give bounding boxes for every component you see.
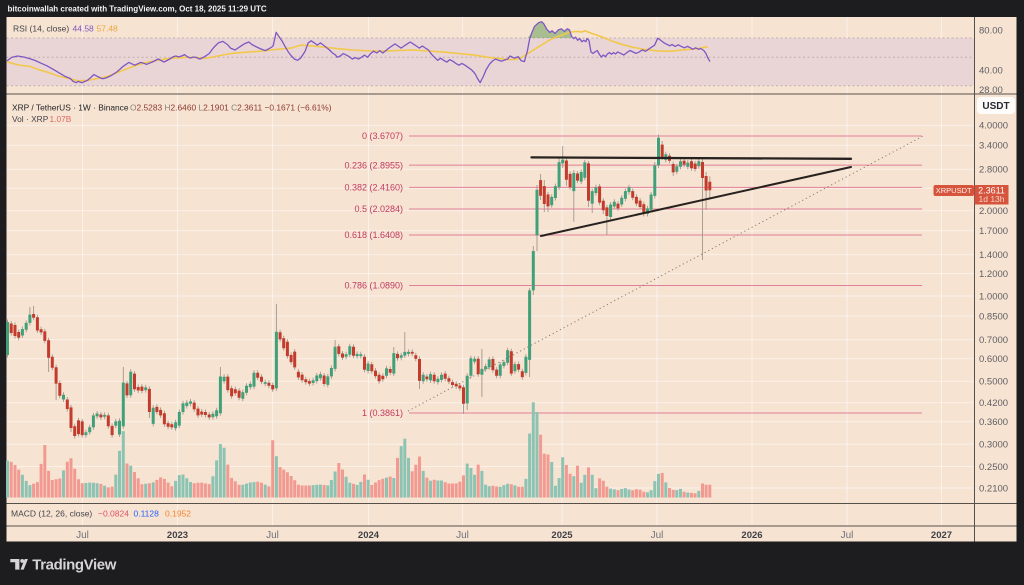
svg-text:1.2000: 1.2000 — [979, 269, 1008, 280]
svg-text:Jul: Jul — [266, 530, 279, 541]
svg-text:0.3000: 0.3000 — [979, 439, 1008, 450]
svg-text:0 (3.6707): 0 (3.6707) — [362, 131, 403, 141]
svg-text:bitcoinwallah created with Tra: bitcoinwallah created with TradingView.c… — [8, 4, 267, 13]
svg-text:0.382 (2.4160): 0.382 (2.4160) — [344, 183, 403, 193]
svg-text:2025: 2025 — [551, 530, 573, 541]
svg-text:2.8000: 2.8000 — [979, 165, 1008, 176]
svg-text:0.6000: 0.6000 — [979, 354, 1008, 365]
svg-text:Jul: Jul — [456, 530, 469, 541]
svg-text:0.618 (1.6408): 0.618 (1.6408) — [344, 230, 403, 240]
svg-text:0.7000: 0.7000 — [979, 335, 1008, 346]
svg-text:4.0000: 4.0000 — [979, 121, 1008, 132]
svg-text:O2.5283 H2.6460 L2.1901 C2.: O2.5283 H2.6460 L2.1901 C2.3611 −0.1671 … — [130, 103, 332, 113]
svg-text:0.4200: 0.4200 — [979, 398, 1008, 409]
svg-text:0.1952: 0.1952 — [165, 509, 191, 519]
svg-text:1 (0.3861): 1 (0.3861) — [362, 408, 403, 418]
svg-text:1.4000: 1.4000 — [979, 250, 1008, 261]
svg-text:MACD (12, 26, close): MACD (12, 26, close) — [11, 509, 92, 519]
svg-text:Jul: Jul — [76, 530, 89, 541]
svg-text:0.236 (2.8955): 0.236 (2.8955) — [344, 160, 403, 170]
svg-text:2.3611: 2.3611 — [978, 185, 1005, 195]
svg-text:2026: 2026 — [741, 530, 762, 541]
svg-text:3.4000: 3.4000 — [979, 141, 1008, 152]
svg-text:1.07B: 1.07B — [50, 114, 72, 124]
svg-text:Jul: Jul — [651, 530, 664, 541]
svg-text:0.1128: 0.1128 — [134, 509, 160, 519]
svg-text:XRPUSDT: XRPUSDT — [936, 186, 972, 195]
svg-text:0.2100: 0.2100 — [979, 483, 1008, 494]
svg-text:0.786 (1.0890): 0.786 (1.0890) — [344, 281, 403, 291]
svg-text:XRP / TetherUS · 1W · Binance: XRP / TetherUS · 1W · Binance — [12, 103, 129, 113]
svg-text:57.48: 57.48 — [97, 24, 119, 34]
svg-text:2023: 2023 — [167, 530, 188, 541]
svg-text:USDT: USDT — [982, 101, 1009, 112]
svg-text:RSI (14, close): RSI (14, close) — [13, 24, 69, 34]
svg-text:0.3600: 0.3600 — [979, 417, 1008, 428]
svg-text:TradingView: TradingView — [32, 557, 116, 574]
svg-text:28.00: 28.00 — [979, 85, 1003, 96]
svg-text:1d 13h: 1d 13h — [979, 194, 1005, 204]
svg-text:−0.0824: −0.0824 — [98, 509, 129, 519]
svg-text:2.0000: 2.0000 — [979, 206, 1008, 217]
svg-text:0.2500: 0.2500 — [979, 462, 1008, 473]
svg-text:Vol · XRP: Vol · XRP — [12, 114, 49, 124]
svg-text:40.00: 40.00 — [979, 66, 1003, 77]
svg-text:Jul: Jul — [841, 530, 854, 541]
svg-text:0.5 (2.0284): 0.5 (2.0284) — [354, 204, 403, 214]
svg-text:0.5000: 0.5000 — [979, 377, 1008, 388]
svg-text:2024: 2024 — [358, 530, 380, 541]
svg-text:44.58: 44.58 — [73, 24, 95, 34]
svg-text:1.7000: 1.7000 — [979, 226, 1008, 237]
svg-text:80.00: 80.00 — [979, 25, 1003, 36]
svg-text:2027: 2027 — [931, 530, 952, 541]
svg-text:0.8500: 0.8500 — [979, 311, 1008, 322]
svg-text:1.0000: 1.0000 — [979, 291, 1008, 302]
